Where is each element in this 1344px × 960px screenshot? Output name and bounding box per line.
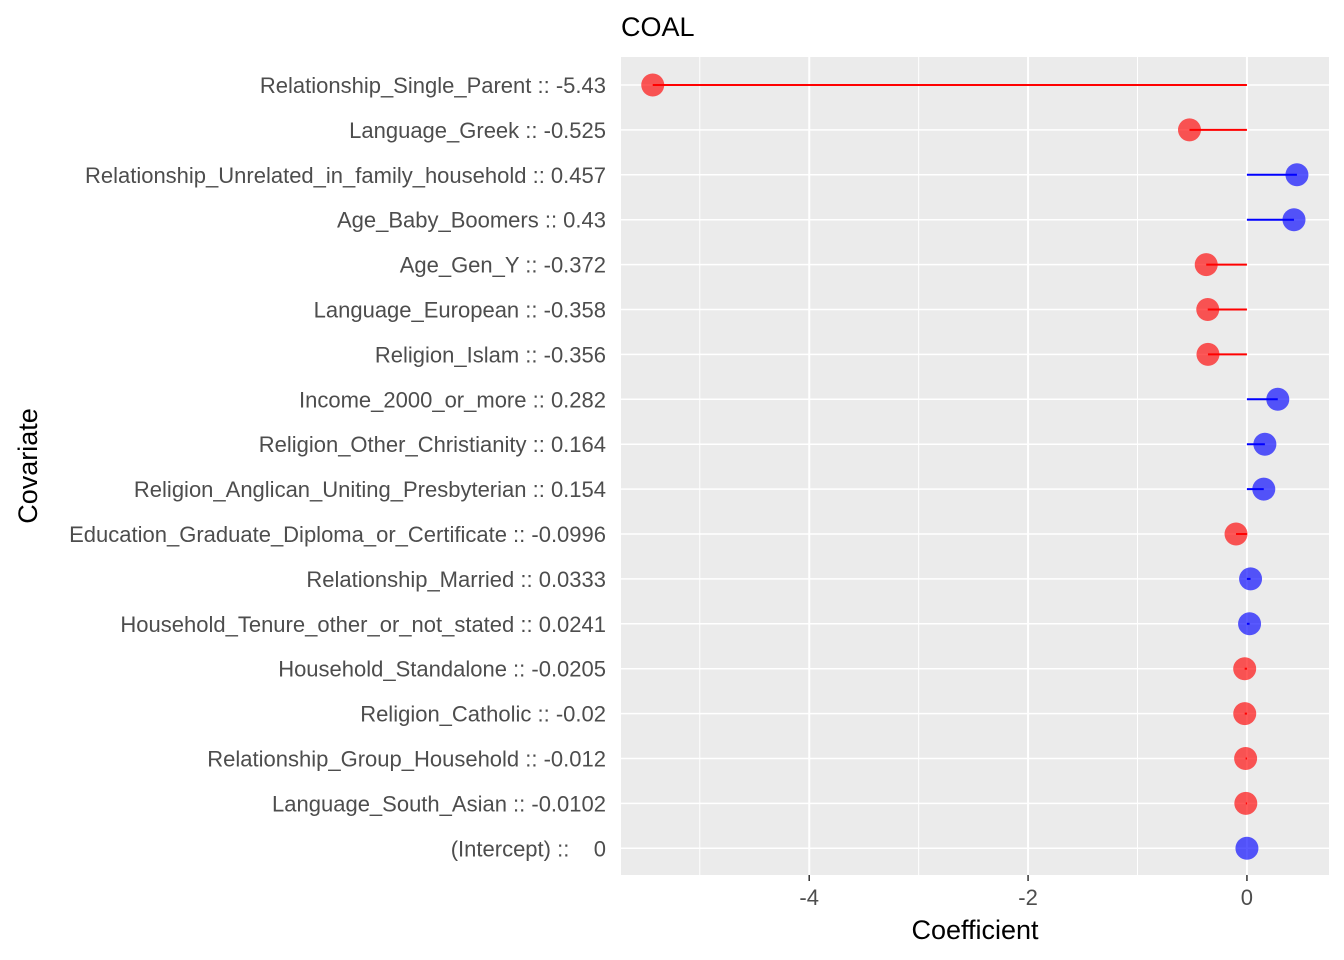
x-tick-label: 0	[1241, 885, 1253, 910]
lollipop-point	[1224, 522, 1248, 546]
y-tick-label: Relationship_Married :: 0.0333	[306, 567, 606, 592]
y-tick-label: Religion_Islam :: -0.356	[375, 342, 606, 367]
y-tick-label: Income_2000_or_more :: 0.282	[299, 387, 606, 412]
lollipop-point	[1233, 657, 1257, 681]
lollipop-point	[1177, 118, 1201, 142]
x-axis-title: Coefficient	[911, 915, 1039, 945]
y-axis-title: Covariate	[13, 408, 43, 524]
chart-title: COAL	[621, 12, 695, 42]
lollipop-point	[1194, 253, 1218, 277]
lollipop-point	[1253, 432, 1277, 456]
lollipop-point	[1238, 612, 1262, 636]
lollipop-point	[1285, 163, 1309, 187]
y-tick-label: (Intercept) :: 0	[451, 836, 606, 861]
lollipop-point	[1239, 567, 1263, 591]
y-tick-label: Relationship_Single_Parent :: -5.43	[260, 73, 606, 98]
lollipop-point	[1234, 791, 1258, 815]
y-tick-labels: Relationship_Single_Parent :: -5.43Langu…	[69, 73, 606, 861]
y-tick-label: Age_Gen_Y :: -0.372	[400, 253, 606, 278]
lollipop-point	[1196, 298, 1220, 321]
x-tick-labels: -4 -2 0	[799, 875, 1253, 910]
x-tick-label: -2	[1018, 885, 1038, 910]
y-tick-label: Education_Graduate_Diploma_or_Certificat…	[69, 522, 606, 547]
y-tick-label: Relationship_Unrelated_in_family_househo…	[85, 163, 606, 188]
y-tick-label: Religion_Catholic :: -0.02	[360, 702, 606, 727]
lollipop-point	[1235, 836, 1259, 860]
lollipop-point	[1282, 208, 1306, 232]
plot-panel	[621, 57, 1329, 875]
y-tick-label: Household_Tenure_other_or_not_stated :: …	[120, 612, 606, 637]
lollipop-point	[1234, 747, 1258, 770]
lollipop-point	[1233, 702, 1257, 726]
lollipop-point	[641, 73, 665, 97]
lollipop-point	[1266, 387, 1290, 411]
x-tick-label: -4	[799, 885, 819, 910]
lollipop-point	[1196, 342, 1220, 366]
data-marks	[641, 73, 1309, 860]
y-tick-label: Language_South_Asian :: -0.0102	[272, 791, 606, 816]
grid-lines	[621, 57, 1329, 875]
y-tick-label: Religion_Anglican_Uniting_Presbyterian :…	[134, 477, 606, 502]
y-tick-label: Age_Baby_Boomers :: 0.43	[337, 208, 606, 233]
y-tick-label: Language_Greek :: -0.525	[349, 118, 606, 143]
y-tick-label: Relationship_Group_Household :: -0.012	[207, 747, 606, 772]
y-tick-label: Language_European :: -0.358	[314, 298, 606, 323]
y-tick-label: Household_Standalone :: -0.0205	[278, 657, 606, 682]
y-tick-label: Religion_Other_Christianity :: 0.164	[259, 432, 606, 457]
lollipop-point	[1252, 477, 1276, 501]
